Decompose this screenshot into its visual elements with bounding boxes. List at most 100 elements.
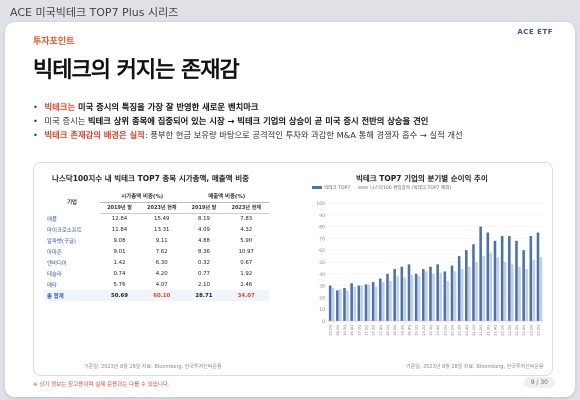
bar-others xyxy=(539,257,543,321)
chart-title: 빅테크 TOP7 기업의 분기별 순이익 추이 xyxy=(356,174,488,183)
table-cell: 4.88 xyxy=(197,237,210,244)
x-tick-label: 19.2Q xyxy=(422,325,426,336)
bar-others xyxy=(511,264,514,321)
bar-others xyxy=(475,262,478,321)
section-badge: 투자포인트 xyxy=(33,37,75,47)
y-tick-label: 70 xyxy=(319,236,325,242)
table-cell: 13.31 xyxy=(154,226,170,233)
bar-bigtech xyxy=(457,256,461,321)
group-marketcap: 시가총액 비중(%) xyxy=(100,191,185,203)
bar-others xyxy=(496,257,500,321)
bar-others xyxy=(432,273,435,321)
y-tick-label: 40 xyxy=(319,272,325,278)
y-tick-label: 100 xyxy=(316,201,325,207)
y-tick-label: 50 xyxy=(319,260,325,266)
table-cell: 8.19 xyxy=(197,215,210,222)
table-title: 나스닥100지수 내 빅테크 TOP7 종목 시가총액, 매출액 비중 xyxy=(52,174,249,183)
x-tick-label: 22.1Q xyxy=(501,325,505,336)
legend-item-others: 나스닥100 편입종목 (빅테크 TOP7 제외) xyxy=(358,185,451,191)
bar-others xyxy=(346,290,349,321)
table-cell: 9.11 xyxy=(155,237,168,244)
bar-bigtech xyxy=(371,282,375,321)
table-cell: 1.42 xyxy=(113,259,126,266)
bullet-2-lead: 미국 증시는 xyxy=(44,116,88,126)
bar-bigtech xyxy=(407,264,411,321)
bullet-2: 미국 증시는 빅테크 상위 종목에 집중되어 있는 시장 → 빅테크 기업의 상… xyxy=(33,114,563,128)
bar-bigtech xyxy=(479,226,482,321)
x-tick-label: 17.1Q xyxy=(357,325,361,336)
table-cell: 0.74 xyxy=(113,270,126,277)
bar-bigtech xyxy=(500,236,504,321)
table-cell: 11.84 xyxy=(111,226,128,233)
company-name: 엔비디아 xyxy=(47,260,67,267)
bullet-1: 빅테크는 미국 증시의 특징을 가장 잘 반영한 새로운 벤치마크 xyxy=(33,100,563,114)
company-name: 메타 xyxy=(47,282,57,289)
bullet-1-subject: 빅테크는 xyxy=(44,102,78,112)
bar-others xyxy=(482,256,485,321)
bar-others xyxy=(360,285,364,321)
bullet-3-text: : 풍부한 현금 보유량 바탕으로 공격적인 투자와 과감한 M&A 통해 경쟁… xyxy=(144,130,463,140)
bar-others xyxy=(410,274,414,321)
table-row: 엔비디아 1.42 6.30 0.32 0.67 xyxy=(44,257,269,268)
col-company: 기업 xyxy=(67,200,77,206)
table-source: 기준일: 2023년 8월 28일 자료: Bloomberg, 한국투자신탁운… xyxy=(84,364,222,370)
x-tick-label: 17.2Q xyxy=(364,325,368,336)
x-tick-label: 19.4Q xyxy=(436,325,440,336)
bar-bigtech xyxy=(343,287,346,321)
bar-others xyxy=(453,271,457,321)
bar-bigtech xyxy=(443,271,447,321)
bar-others xyxy=(374,286,378,321)
bullet-2-emph: 빅테크 상위 종목에 집중 xyxy=(88,116,173,126)
bar-bigtech xyxy=(357,285,361,321)
y-tick-label: 10 xyxy=(319,307,325,313)
bar-others xyxy=(382,282,385,321)
bar-bigtech xyxy=(508,236,511,321)
x-tick-label: 22.2Q xyxy=(508,325,512,336)
bar-bigtech xyxy=(328,285,332,321)
x-tick-label: 21.3Q xyxy=(486,325,490,336)
x-tick-label: 20.2Q xyxy=(450,325,454,336)
company-name: 애플 xyxy=(47,216,57,223)
bar-others xyxy=(403,277,407,321)
x-tick-label: 18.1Q xyxy=(386,325,390,336)
table-cell: 10.97 xyxy=(238,248,254,255)
x-tick-label: 16.3Q xyxy=(343,325,347,336)
x-tick-label: 17.3Q xyxy=(372,325,376,336)
table-cell: 8.36 xyxy=(197,248,210,255)
table-row: 알파벳(구글) 9.08 9.11 4.88 5.90 xyxy=(44,235,269,246)
bar-others xyxy=(367,284,371,321)
bar-bigtech xyxy=(393,269,396,321)
group-revenue: 매출액 비중(%) xyxy=(184,191,269,203)
y-tick-label: 80 xyxy=(319,225,325,231)
bullet-3: 빅테크 존재감의 배경은 실적: 풍부한 현금 보유량 바탕으로 공격적인 투자… xyxy=(33,128,563,142)
sub-col: 2019년 말 xyxy=(100,202,139,214)
footnote: ※ 상기 정보는 참고용이며 실제 운용과는 다를 수 있습니다. xyxy=(33,382,170,388)
table-row: 마이크로소프트 11.84 13.31 4.09 4.32 xyxy=(44,224,269,235)
table-cell: 9.08 xyxy=(113,237,126,244)
bar-bigtech xyxy=(414,273,418,321)
bar-others xyxy=(503,262,507,321)
x-tick-label: 22.3Q xyxy=(515,325,519,336)
y-tick-label: 90 xyxy=(319,213,325,219)
x-tick-label: 20.3Q xyxy=(458,325,462,336)
bar-others xyxy=(446,280,450,321)
bar-bigtech xyxy=(529,236,533,321)
company-name: 아마존 xyxy=(47,249,62,256)
bar-bigtech xyxy=(336,290,339,321)
company-name: 테슬라 xyxy=(47,271,62,278)
sub-col: 2019년 말 xyxy=(184,202,224,214)
x-tick-label: 21.1Q xyxy=(472,325,476,336)
x-tick-label: 16.1Q xyxy=(329,325,333,336)
bar-bigtech xyxy=(450,265,454,321)
table-cell: 50.69 xyxy=(100,290,139,301)
table-cell: 1.92 xyxy=(240,270,253,277)
legend-label: 빅테크 TOP7 xyxy=(324,186,351,191)
x-tick-label: 18.3Q xyxy=(400,325,404,336)
bar-bigtech xyxy=(536,232,540,321)
table-cell: 4.07 xyxy=(155,281,168,288)
table-cell: 0.77 xyxy=(197,270,210,277)
bar-others xyxy=(468,266,471,321)
company-name: 알파벳(구글) xyxy=(47,238,77,245)
bar-others xyxy=(396,276,399,321)
page-indicator[interactable]: 9 / 30 xyxy=(523,377,555,388)
